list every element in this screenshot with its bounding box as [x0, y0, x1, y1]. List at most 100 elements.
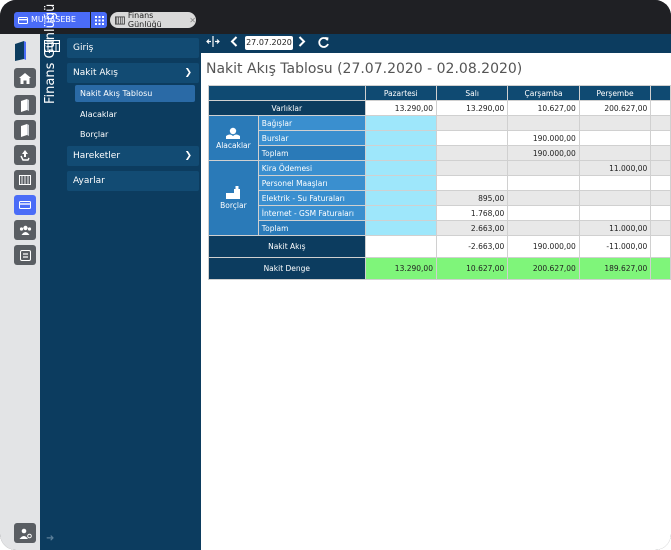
nav-item-ayarlar[interactable]: Ayarlar: [67, 171, 199, 191]
table-cell: [650, 257, 671, 280]
grid-icon: [94, 15, 104, 25]
table-cell: [650, 190, 671, 206]
row-label: Personel Maaşları: [257, 175, 366, 191]
home-icon: [19, 72, 31, 84]
table-cell: 13.290,00: [364, 257, 437, 280]
table-cell[interactable]: 1.768,00: [435, 205, 509, 221]
apps-grid-button[interactable]: [91, 12, 107, 28]
table-cell[interactable]: [507, 190, 580, 206]
table-cell[interactable]: [364, 160, 437, 176]
table-cell: [578, 145, 652, 161]
table-row-bagislar: Alacaklar Bağışlar: [208, 115, 671, 161]
header-corner: [208, 85, 366, 101]
chevron-down-icon: ❯: [184, 68, 192, 78]
home-button[interactable]: [14, 68, 36, 88]
column-header: Çarşamba: [507, 85, 580, 101]
sub-item-nakit-akis-tablosu[interactable]: Nakit Akış Tablosu: [75, 85, 195, 102]
row-label: Kira Ödemesi: [257, 160, 366, 176]
app-logo-icon: [15, 41, 26, 61]
expense-icon: [226, 186, 241, 199]
table-row-internet: İnternet - GSM Faturaları 1.768,00: [209, 205, 671, 221]
table-cell[interactable]: [507, 115, 580, 131]
table-cell: 200.627,00: [578, 100, 652, 116]
table-cell[interactable]: [578, 115, 652, 131]
table-header-row: Pazartesi Salı Çarşamba Perşembe: [208, 85, 671, 101]
prev-week-icon[interactable]: [230, 36, 238, 51]
table-cell[interactable]: 190.000,00: [507, 130, 580, 146]
close-icon[interactable]: ✕: [189, 15, 196, 25]
nav-item-label: Nakit Akış: [73, 68, 118, 78]
list-icon: [19, 249, 31, 261]
journal-button[interactable]: [14, 95, 36, 115]
ledger-button[interactable]: [14, 120, 36, 140]
nav-item-giris[interactable]: Giriş: [67, 38, 199, 58]
table-cell[interactable]: 11.000,00: [578, 160, 652, 176]
column-header: Salı: [435, 85, 509, 101]
table-cell: [650, 220, 671, 236]
card-icon: [19, 201, 31, 209]
sub-item-borclar[interactable]: Borçlar: [75, 126, 195, 143]
table-cell[interactable]: [435, 160, 509, 176]
row-label: Burslar: [257, 130, 366, 146]
nav-item-hareketler[interactable]: Hareketler ❯: [67, 146, 199, 166]
table-cell[interactable]: [435, 175, 509, 191]
table-cell[interactable]: [435, 130, 509, 146]
group-label: Borçlar: [220, 201, 247, 210]
table-cell[interactable]: [435, 115, 509, 131]
table-cell[interactable]: [578, 130, 652, 146]
table-cell[interactable]: [364, 190, 437, 206]
nav-item-nakit-akis[interactable]: Nakit Akış ❯: [67, 63, 199, 83]
list-button[interactable]: [14, 245, 36, 265]
table-cell[interactable]: [507, 175, 580, 191]
next-week-icon[interactable]: [298, 36, 306, 51]
table-cell[interactable]: [364, 205, 437, 221]
table-cell[interactable]: [578, 190, 652, 206]
table-cell: [364, 220, 437, 236]
table-cell[interactable]: 895,00: [435, 190, 509, 206]
module-strip: Finans Günlüğü ➜: [40, 4, 64, 550]
book-icon: [21, 123, 29, 137]
table-cell[interactable]: [364, 175, 437, 191]
refresh-icon[interactable]: [317, 36, 330, 53]
sub-item-label: Borçlar: [80, 130, 109, 139]
table-cell[interactable]: [578, 175, 652, 191]
table-cell: 13.290,00: [435, 100, 509, 116]
date-field[interactable]: [245, 36, 293, 50]
table-cell[interactable]: [364, 115, 437, 131]
table-cell[interactable]: [507, 205, 580, 221]
group-label: Alacaklar: [216, 140, 251, 150]
calendar-icon: [44, 40, 60, 52]
column-header: Pazartesi: [364, 85, 437, 101]
user-settings-icon: [19, 528, 32, 539]
main-content: Nakit Akış Tablosu (27.07.2020 - 02.08.2…: [201, 34, 671, 550]
table-row-nakit-akis: Nakit Akış -2.663,00 190.000,00 -11.000,…: [208, 235, 671, 258]
row-label: Toplam: [257, 220, 366, 236]
expand-columns-icon[interactable]: [206, 36, 220, 51]
top-bar: MUHASEBE Finans Günlüğü ✕: [0, 0, 671, 34]
module-tab[interactable]: MUHASEBE: [14, 12, 90, 28]
sub-item-alacaklar[interactable]: Alacaklar: [75, 106, 195, 123]
table-cell: 190.000,00: [507, 235, 580, 258]
module-tab-label: MUHASEBE: [31, 15, 76, 24]
table-cell: -11.000,00: [578, 235, 652, 258]
page-title: Nakit Akış Tablosu (27.07.2020 - 02.08.2…: [206, 61, 523, 77]
table-cell: -2.663,00: [435, 235, 509, 258]
table-cell[interactable]: [507, 160, 580, 176]
table-cell: [650, 130, 671, 146]
table-cell[interactable]: [578, 205, 652, 221]
users-button[interactable]: [14, 220, 36, 240]
table-cell[interactable]: [364, 130, 437, 146]
recycle-button[interactable]: [14, 145, 36, 165]
table-cell: 189.627,00: [578, 257, 652, 280]
page-tab[interactable]: Finans Günlüğü ✕: [110, 11, 196, 29]
sidebar-title: Finans Günlüğü: [43, 3, 58, 104]
table-cell: [650, 235, 671, 258]
table-row-varliklar: Varlıklar 13.290,00 13.290,00 10.627,00 …: [208, 100, 671, 116]
user-settings-button[interactable]: [14, 523, 36, 543]
cash-flow-table: Pazartesi Salı Çarşamba Perşembe Varlıkl…: [208, 85, 671, 280]
logout-icon[interactable]: ➜: [46, 533, 55, 544]
finance-button[interactable]: [14, 195, 36, 215]
nav-item-label: Hareketler: [73, 151, 121, 161]
register-button[interactable]: [14, 170, 36, 190]
group-alacaklar: Alacaklar: [208, 115, 259, 161]
